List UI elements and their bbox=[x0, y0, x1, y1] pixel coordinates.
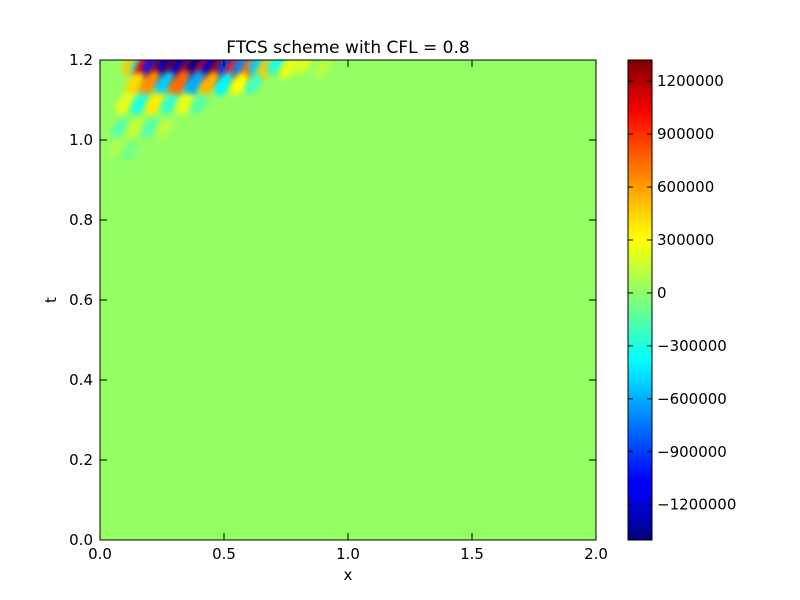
x-tick-label: 0.5 bbox=[212, 545, 236, 563]
y-tick-label: 0.8 bbox=[69, 211, 93, 229]
heatmap-cell bbox=[121, 142, 138, 162]
heatmap-cell bbox=[175, 93, 194, 115]
heatmap-cell bbox=[214, 72, 234, 96]
x-tick-label: 1.5 bbox=[460, 545, 484, 563]
heatmap-cell bbox=[106, 138, 123, 158]
y-tick-label: 1.0 bbox=[69, 131, 93, 149]
y-tick-label: 1.2 bbox=[69, 51, 93, 69]
heatmap-cell bbox=[138, 70, 161, 98]
y-tick-label: 0.0 bbox=[69, 531, 93, 549]
x-tick-label: 1.0 bbox=[336, 545, 360, 563]
colorbar-tick-label: −900000 bbox=[657, 443, 727, 461]
heatmap-cell bbox=[294, 60, 312, 75]
colorbar bbox=[627, 59, 653, 541]
x-axis-label: x bbox=[344, 566, 353, 584]
chart-title: FTCS scheme with CFL = 0.8 bbox=[226, 38, 469, 58]
heatmap-cell bbox=[154, 71, 175, 97]
x-tick-label: 2.0 bbox=[584, 545, 608, 563]
heatmap-cell bbox=[279, 60, 298, 79]
heatmap-cell bbox=[198, 71, 220, 97]
heatmap-cell bbox=[183, 70, 205, 98]
heatmap-cell bbox=[141, 118, 158, 138]
y-tick-label: 0.4 bbox=[69, 371, 93, 389]
colorbar-tick-label: −600000 bbox=[657, 390, 727, 408]
y-axis: 0.0 0.2 0.4 0.6 0.8 1.0 1.2 bbox=[69, 51, 596, 549]
heatmap-cell bbox=[245, 73, 263, 95]
heatmap-cell bbox=[156, 118, 173, 138]
colorbar-tick-label: 300000 bbox=[657, 231, 714, 249]
heatmap-cell bbox=[232, 60, 256, 78]
heatmap-cell bbox=[126, 118, 144, 138]
heatmap-cell bbox=[111, 118, 129, 138]
colorbar-tick-label: 600000 bbox=[657, 178, 714, 196]
heatmap-cell bbox=[266, 60, 286, 76]
heatmap-cell bbox=[125, 72, 145, 96]
y-axis-label: t bbox=[42, 297, 60, 303]
heatmap-cell bbox=[130, 92, 149, 116]
colorbar-tick-label: 0 bbox=[657, 284, 667, 302]
x-axis: 0.0 0.5 1.0 1.5 2.0 bbox=[88, 60, 608, 563]
colorbar-ticks: 1200000 900000 600000 300000 0 −300000 −600000… bbox=[628, 72, 736, 514]
colorbar-tick-label: 1200000 bbox=[657, 72, 724, 90]
heatmap-features bbox=[106, 60, 332, 162]
heatmap-cell bbox=[168, 70, 191, 98]
heatmap-cell bbox=[145, 92, 164, 116]
heatmap-cell bbox=[315, 60, 332, 78]
plot-background bbox=[100, 60, 596, 540]
heatmap-cell bbox=[229, 72, 249, 96]
heatmap-cell bbox=[190, 94, 208, 114]
heatmap-cell bbox=[160, 93, 179, 115]
heatmap-cell bbox=[115, 93, 134, 115]
y-tick-label: 0.6 bbox=[69, 291, 93, 309]
colorbar-tick-label: −300000 bbox=[657, 337, 727, 355]
y-tick-label: 0.2 bbox=[69, 451, 93, 469]
heatmap-cell bbox=[248, 60, 269, 77]
colorbar-tick-label: −1200000 bbox=[657, 496, 736, 514]
x-tick-label: 0.0 bbox=[88, 545, 112, 563]
colorbar-tick-label: 900000 bbox=[657, 125, 714, 143]
